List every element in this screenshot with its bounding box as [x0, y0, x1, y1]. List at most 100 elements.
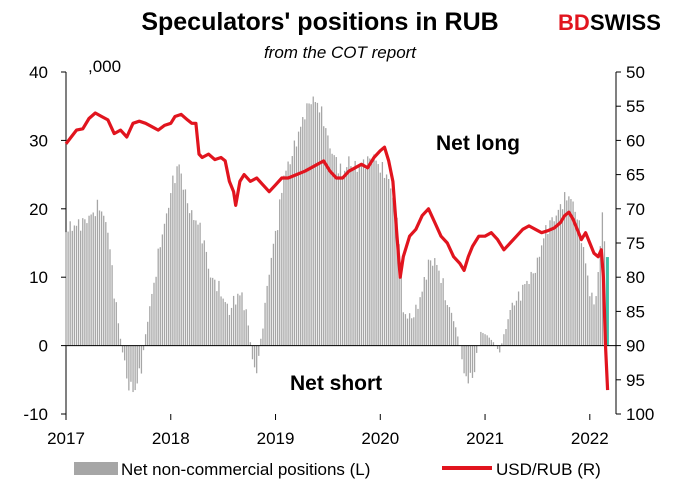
right-tick-label: 50 — [626, 63, 645, 82]
logo-bd: BD — [558, 10, 590, 35]
right-tick-label: 80 — [626, 268, 645, 287]
bar — [245, 309, 247, 346]
left-tick-label: -10 — [23, 405, 48, 424]
bar — [237, 293, 239, 346]
left-axis: -10 0 10 20 30 40 — [23, 63, 66, 424]
bar — [461, 345, 463, 360]
bar — [599, 246, 601, 346]
bar — [285, 170, 287, 346]
bar — [369, 158, 371, 346]
bar — [274, 230, 277, 346]
bar — [540, 245, 543, 346]
bar — [195, 220, 197, 346]
bar — [593, 304, 595, 346]
bar — [509, 310, 511, 346]
bar — [591, 292, 593, 346]
bar — [375, 160, 377, 346]
bar — [335, 157, 337, 346]
bar — [182, 189, 184, 346]
bar — [216, 291, 218, 346]
bar — [492, 342, 495, 346]
bar — [499, 345, 501, 353]
bar — [425, 279, 428, 346]
x-tick-label: 2018 — [152, 429, 190, 448]
bar — [103, 215, 105, 346]
bar — [184, 189, 187, 346]
left-tick-label: 0 — [39, 337, 48, 356]
bar — [352, 168, 354, 346]
bar — [253, 345, 256, 368]
bar — [434, 258, 436, 346]
bar — [111, 265, 113, 346]
bar — [165, 213, 168, 346]
bar — [515, 300, 518, 346]
bar — [331, 153, 333, 346]
bar — [526, 280, 528, 346]
bar — [117, 323, 120, 346]
bar — [310, 104, 312, 346]
bar — [98, 210, 101, 346]
bar — [325, 128, 327, 346]
bar — [490, 339, 492, 346]
bar — [484, 334, 486, 346]
bar — [115, 302, 117, 346]
bar — [511, 302, 513, 346]
bar — [163, 223, 166, 346]
units-label: ,000 — [88, 57, 121, 76]
bar — [379, 172, 381, 346]
bar — [524, 284, 526, 346]
bar — [429, 260, 432, 346]
legend-bars-swatch — [74, 462, 118, 475]
bar — [136, 345, 138, 384]
bar — [427, 259, 430, 346]
bar — [297, 131, 300, 346]
bar — [228, 314, 231, 346]
bar — [121, 345, 124, 353]
right-tick-label: 65 — [626, 166, 645, 185]
bar — [346, 167, 348, 346]
bar — [465, 345, 467, 377]
plot-area — [64, 72, 617, 414]
x-tick-label: 2020 — [361, 429, 399, 448]
bar — [300, 126, 302, 346]
bar — [566, 200, 568, 346]
bar — [241, 292, 243, 346]
bar — [344, 170, 346, 346]
bar — [159, 247, 161, 346]
bar — [205, 251, 208, 346]
bar — [262, 328, 264, 346]
bar — [180, 173, 182, 346]
bar — [394, 208, 396, 346]
bar — [304, 119, 306, 346]
bar — [561, 209, 564, 346]
bar — [170, 193, 172, 346]
bar — [605, 257, 609, 346]
bar — [339, 163, 342, 346]
bar — [528, 284, 530, 346]
bar — [218, 280, 220, 346]
bar — [572, 201, 574, 346]
bar — [161, 234, 164, 346]
bar — [197, 224, 199, 346]
bar — [532, 273, 534, 346]
bar — [314, 102, 316, 346]
bar — [473, 345, 476, 373]
logo-swiss: SWISS — [590, 10, 661, 35]
bar — [67, 231, 69, 346]
bar — [320, 106, 323, 346]
bar — [446, 305, 448, 346]
left-tick-label: 20 — [29, 200, 48, 219]
bar — [545, 225, 547, 346]
bar — [417, 308, 419, 346]
bar — [587, 275, 589, 346]
bar — [147, 321, 149, 346]
bar — [193, 220, 195, 346]
right-tick-label: 100 — [626, 405, 654, 424]
right-tick-label: 90 — [626, 337, 645, 356]
bar — [230, 307, 233, 346]
bar — [96, 199, 99, 346]
bar — [408, 313, 411, 346]
bar — [584, 263, 587, 346]
x-axis: 2017 2018 2019 2020 2021 2022 — [47, 414, 609, 448]
